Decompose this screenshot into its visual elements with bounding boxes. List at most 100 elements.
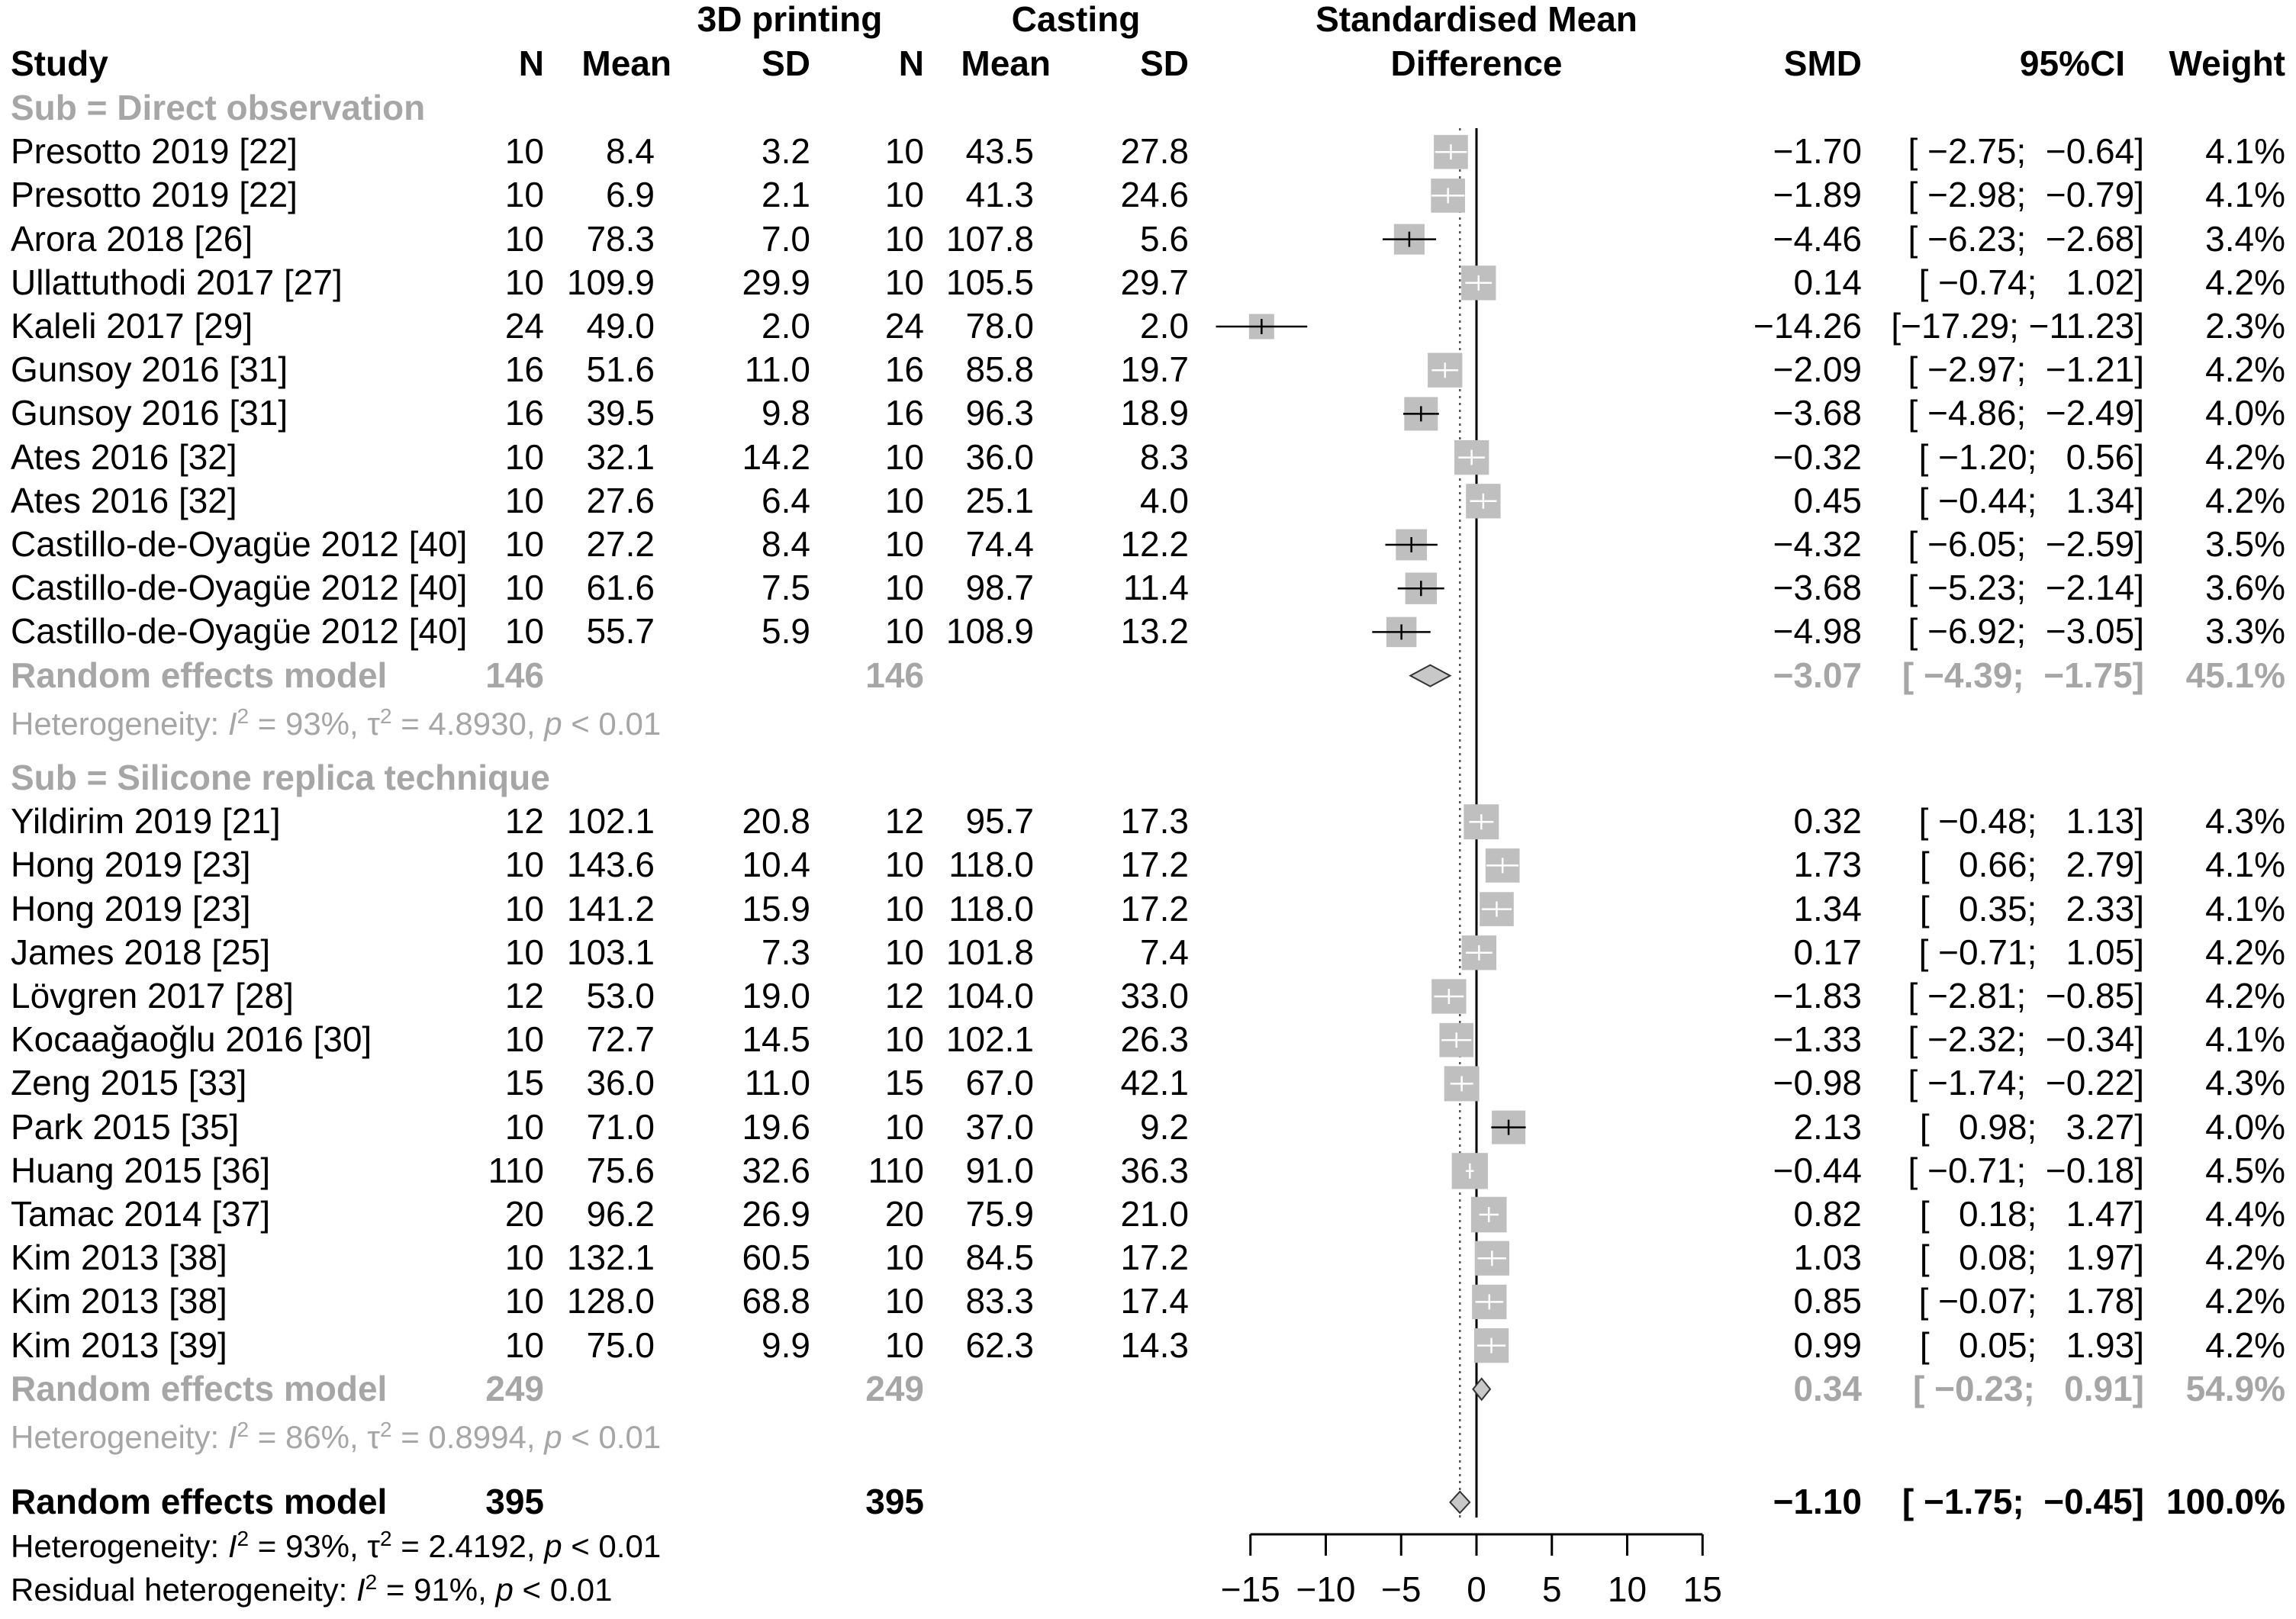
ci-value: [ −2.32; −0.34] (1908, 1019, 2144, 1060)
n-casting: 110 (868, 1150, 924, 1190)
n-casting: 10 (884, 1238, 924, 1278)
mean-casting: 98.7 (965, 568, 1034, 608)
n-3d: 10 (504, 218, 544, 259)
x-axis-tick-label: −15 (1220, 1569, 1280, 1609)
smd-value: 0.14 (1793, 262, 1862, 302)
study-name: Lövgren 2017 [28] (11, 976, 294, 1015)
mean-casting: 95.7 (965, 801, 1034, 842)
ci-value: [ −1.20; 0.56] (1918, 436, 2144, 477)
sd-casting: 26.3 (1120, 1019, 1189, 1060)
ci-value: [ −0.48; 1.13] (1918, 801, 2144, 842)
subgroup-label: Sub = Silicone replica technique (11, 758, 550, 797)
weight-value: 4.2% (2205, 932, 2285, 972)
subgroup-diamond (1472, 1377, 1492, 1402)
n-3d: 16 (504, 349, 544, 390)
study-name: Castillo-de-Oyagüe 2012 [40] (11, 611, 468, 652)
sd-casting: 8.3 (1140, 436, 1189, 477)
weight-value: 3.5% (2205, 524, 2285, 564)
mean-3d: 75.6 (586, 1150, 655, 1190)
study-name: Ates 2016 [32] (11, 480, 237, 520)
smd-value: 1.34 (1793, 888, 1862, 929)
mean-3d: 53.0 (586, 976, 655, 1015)
n-3d: 10 (504, 845, 544, 885)
sd-casting: 17.4 (1120, 1281, 1189, 1321)
mean-casting: 25.1 (965, 480, 1034, 520)
smd-value: 1.73 (1793, 845, 1862, 885)
subgroup-model-n-3d: 249 (485, 1368, 544, 1408)
header-mean1: Mean (581, 43, 671, 83)
sd-casting: 11.4 (1122, 568, 1189, 608)
header-weight: Weight (2169, 43, 2285, 83)
n-3d: 20 (504, 1194, 544, 1234)
sd-3d: 3.2 (762, 131, 810, 172)
study-name: Kaleli 2017 [29] (11, 306, 253, 346)
mean-3d: 102.1 (566, 801, 655, 842)
n-casting: 10 (884, 175, 924, 215)
mean-3d: 75.0 (586, 1324, 655, 1365)
mean-casting: 91.0 (965, 1150, 1034, 1190)
weight-value: 4.1% (2205, 845, 2285, 885)
n-3d: 110 (488, 1150, 544, 1190)
header-n1: N (518, 43, 544, 83)
n-3d: 12 (504, 976, 544, 1015)
sd-casting: 4.0 (1140, 480, 1189, 520)
study-name: Presotto 2019 [22] (11, 175, 298, 215)
sd-casting: 18.9 (1120, 393, 1189, 433)
n-casting: 10 (884, 131, 924, 172)
n-casting: 10 (884, 218, 924, 259)
n-3d: 16 (504, 393, 544, 433)
ci-value: [ 0.35; 2.33] (1919, 888, 2144, 929)
study-name: Huang 2015 [36] (11, 1150, 271, 1190)
subgroup-diamond (1409, 664, 1452, 687)
subgroup-model-label: Random effects model (11, 1368, 388, 1408)
header-ci: 95%CI (2019, 43, 2125, 83)
mean-casting: 104.0 (945, 976, 1034, 1015)
sd-casting: 29.7 (1120, 262, 1189, 302)
n-3d: 10 (504, 436, 544, 477)
ci-value: [ −2.75; −0.64] (1908, 131, 2144, 172)
study-name: Zeng 2015 [33] (11, 1063, 247, 1103)
sd-casting: 17.2 (1120, 1238, 1189, 1278)
study-name: Tamac 2014 [37] (11, 1194, 271, 1234)
ci-value: [ −1.74; −0.22] (1908, 1063, 2144, 1103)
subgroup-model-weight: 45.1% (2185, 655, 2285, 695)
sd-casting: 2.0 (1140, 306, 1189, 346)
subgroup-model-n-casting: 146 (865, 655, 924, 695)
sd-casting: 9.2 (1140, 1106, 1189, 1147)
mean-3d: 72.7 (586, 1019, 655, 1060)
weight-value: 4.2% (2205, 262, 2285, 302)
header-study: Study (11, 43, 108, 83)
n-3d: 12 (504, 801, 544, 842)
mean-3d: 32.1 (586, 436, 655, 477)
weight-value: 4.2% (2205, 480, 2285, 520)
ci-value: [ −0.71; −0.18] (1908, 1150, 2144, 1190)
n-casting: 16 (884, 393, 924, 433)
sd-3d: 11.0 (744, 1063, 810, 1103)
study-name: Gunsoy 2016 [31] (11, 393, 288, 433)
sd-3d: 8.4 (762, 524, 810, 564)
sd-3d: 11.0 (744, 349, 810, 390)
weight-value: 3.4% (2205, 218, 2285, 259)
sd-casting: 21.0 (1120, 1194, 1189, 1234)
sd-3d: 15.9 (742, 888, 810, 929)
study-name: Hong 2019 [23] (11, 888, 251, 929)
mean-casting: 75.9 (965, 1194, 1034, 1234)
study-name: Hong 2019 [23] (11, 845, 251, 885)
x-axis-tick-label: −10 (1296, 1569, 1356, 1609)
sd-3d: 9.8 (762, 393, 810, 433)
subgroup-label: Sub = Direct observation (11, 88, 426, 127)
smd-value: −1.33 (1773, 1019, 1862, 1060)
overall-ci: [ −1.75; −0.45] (1902, 1482, 2144, 1521)
smd-value: −0.32 (1773, 436, 1862, 477)
subgroup-model-smd: −3.07 (1773, 655, 1862, 695)
sd-3d: 14.2 (742, 436, 810, 477)
sd-casting: 36.3 (1120, 1150, 1189, 1190)
ci-value: [ −0.44; 1.34] (1918, 480, 2144, 520)
smd-value: 0.85 (1793, 1281, 1862, 1321)
sd-3d: 29.9 (742, 262, 810, 302)
overall-smd: −1.10 (1773, 1482, 1862, 1521)
sd-3d: 7.3 (762, 932, 810, 972)
mean-casting: 102.1 (945, 1019, 1034, 1060)
